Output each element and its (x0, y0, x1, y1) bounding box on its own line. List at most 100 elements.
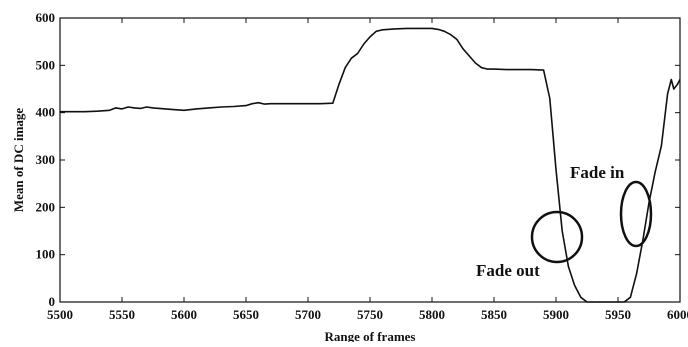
data-point (128, 106, 129, 107)
data-point (140, 108, 141, 109)
data-point (171, 109, 172, 110)
data-point (655, 171, 656, 172)
data-point (382, 29, 383, 30)
data-point (152, 107, 153, 108)
data-point (121, 108, 122, 109)
x-tick-label: 5550 (109, 307, 135, 322)
data-point (283, 103, 284, 104)
data-point (580, 297, 581, 298)
data-point (270, 103, 271, 104)
data-point (196, 108, 197, 109)
fade-out-ellipse (532, 212, 582, 262)
data-point (677, 84, 678, 85)
x-tick-label: 5700 (295, 307, 321, 322)
data-point (338, 84, 339, 85)
y-tick-label: 200 (36, 199, 56, 214)
data-point (456, 39, 457, 40)
x-tick-label: 5650 (233, 307, 259, 322)
annotation-fade-out: Fade out (476, 261, 540, 280)
data-point (357, 53, 358, 54)
data-point (146, 106, 147, 107)
y-tick-label: 0 (49, 294, 56, 309)
data-point (562, 230, 563, 231)
x-tick-label: 5750 (357, 307, 383, 322)
data-point (661, 145, 662, 146)
data-point (320, 103, 321, 104)
data-point (605, 301, 606, 302)
data-point (363, 43, 364, 44)
data-point (543, 70, 544, 71)
data-point (431, 28, 432, 29)
data-point (258, 102, 259, 103)
data-point (264, 104, 265, 105)
data-point (345, 67, 346, 68)
data-point (295, 103, 296, 104)
data-point (487, 69, 488, 70)
data-point (84, 111, 85, 112)
data-point (97, 111, 98, 112)
data-point (444, 31, 445, 32)
data-point (642, 240, 643, 241)
data-point (506, 69, 507, 70)
data-point (671, 79, 672, 80)
data-point (159, 108, 160, 109)
data-point (518, 69, 519, 70)
data-point (636, 273, 637, 274)
data-point (549, 98, 550, 99)
data-point (599, 301, 600, 302)
annotation-ellipses (532, 182, 651, 262)
data-point (233, 106, 234, 107)
plot-frame (60, 18, 680, 302)
data-point (245, 105, 246, 106)
data-point (593, 301, 594, 302)
data-point (586, 301, 587, 302)
y-axis-label: Mean of DC image (11, 108, 26, 213)
data-point (332, 103, 333, 104)
y-tick-label: 500 (36, 57, 56, 72)
data-point (667, 93, 668, 94)
x-tick-label: 5950 (605, 307, 631, 322)
data-point (115, 107, 116, 108)
data-point (555, 169, 556, 170)
data-point (493, 69, 494, 70)
data-point (574, 285, 575, 286)
data-point (59, 111, 60, 112)
data-point (679, 79, 680, 80)
data-point (221, 106, 222, 107)
data-point (134, 107, 135, 108)
data-point (208, 107, 209, 108)
y-tick-label: 300 (36, 152, 56, 167)
data-point (72, 111, 73, 112)
data-point (407, 28, 408, 29)
data-point (419, 28, 420, 29)
data-point (673, 88, 674, 89)
data-point (450, 34, 451, 35)
x-axis-label: Range of frames (325, 329, 416, 342)
data-point (369, 36, 370, 37)
data-point (617, 301, 618, 302)
y-tick-label: 600 (36, 10, 56, 25)
y-tick-label: 400 (36, 105, 56, 120)
y-tick-label: 100 (36, 247, 56, 262)
x-tick-label: 5800 (419, 307, 445, 322)
data-point (109, 110, 110, 111)
data-point (307, 103, 308, 104)
data-point (376, 31, 377, 32)
data-point (438, 29, 439, 30)
annotation-fade-in: Fade in (570, 163, 625, 182)
data-point (568, 266, 569, 267)
x-tick-label: 5900 (543, 307, 569, 322)
data-point (252, 103, 253, 104)
data-point (481, 67, 482, 68)
data-point (630, 297, 631, 298)
data-point (469, 55, 470, 56)
data-point (648, 202, 649, 203)
data-point (394, 28, 395, 29)
data-point (462, 48, 463, 49)
data-point (351, 58, 352, 59)
data-point (611, 301, 612, 302)
x-tick-label: 5600 (171, 307, 197, 322)
